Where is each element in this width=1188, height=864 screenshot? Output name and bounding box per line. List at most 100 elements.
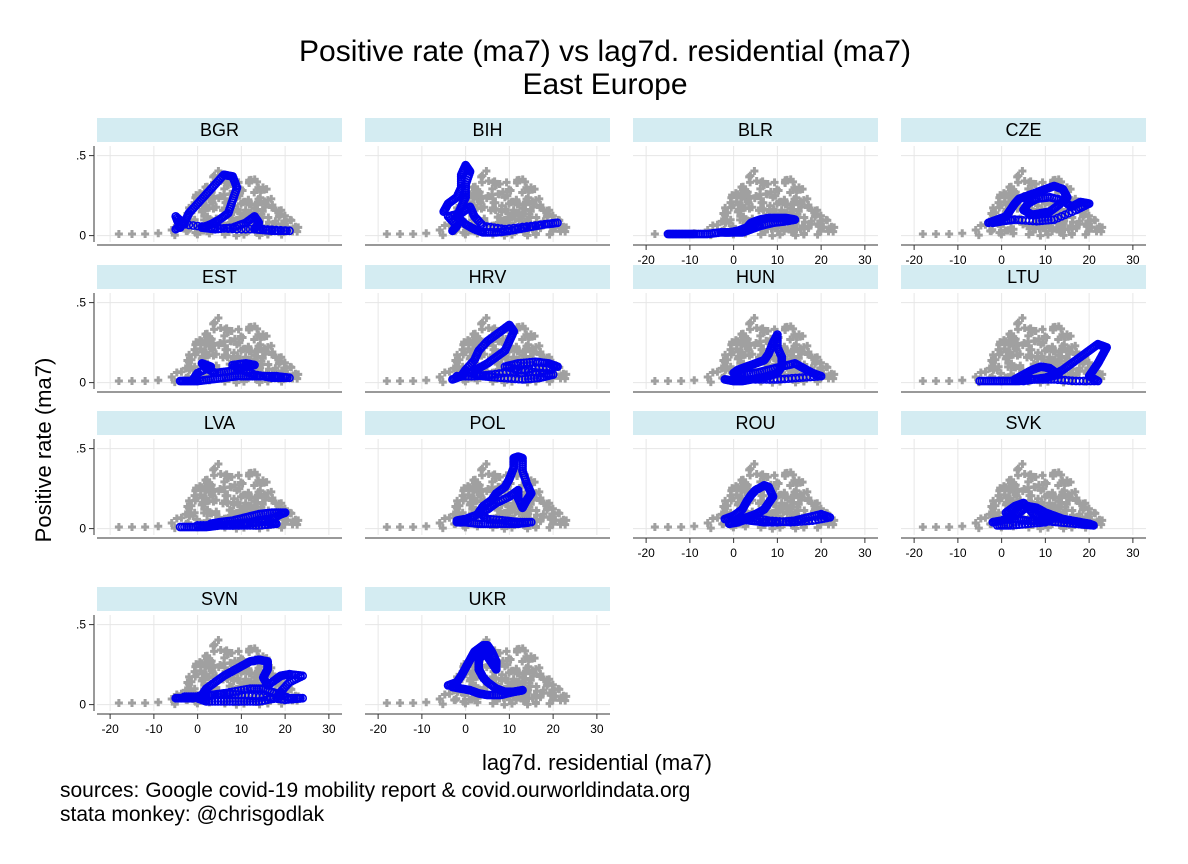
data-point: [254, 224, 264, 234]
panel-label: BLR: [738, 120, 773, 140]
x-tick-label: 30: [858, 546, 872, 560]
background-point: [1006, 223, 1015, 232]
background-point: [757, 198, 766, 207]
background-point: [1060, 225, 1069, 234]
background-point: [239, 211, 248, 220]
background-point: [502, 178, 511, 187]
background-point: [208, 198, 217, 207]
background-point: [128, 377, 136, 385]
x-tick-label: 20: [1082, 546, 1096, 560]
background-point: [811, 206, 820, 215]
data-point: [210, 223, 220, 233]
background-point: [548, 227, 557, 236]
background-point: [382, 230, 391, 238]
data-point: [250, 224, 259, 234]
background-point: [409, 377, 418, 385]
data-point: [988, 218, 998, 228]
background-point: [1093, 224, 1102, 233]
background-point: [792, 225, 801, 234]
panel-pol: POL: [365, 411, 610, 539]
x-tick-label: 0: [730, 253, 737, 267]
panel-label: SVK: [1005, 413, 1041, 433]
background-point: [191, 228, 200, 237]
background-point: [203, 212, 212, 221]
background-point: [435, 226, 444, 235]
data-point: [1046, 215, 1056, 225]
x-tick-label: 30: [1126, 546, 1140, 560]
data-point: [276, 225, 286, 235]
data-point: [271, 225, 281, 235]
background-point: [918, 230, 927, 238]
background-point: [252, 199, 261, 208]
data-point: [245, 224, 255, 234]
background-point: [677, 523, 686, 531]
background-point: [192, 191, 201, 200]
background-point: [114, 377, 123, 385]
background-point: [1038, 178, 1047, 187]
background-point: [128, 523, 136, 531]
panel-label: CZE: [1006, 120, 1042, 140]
highlight-points: [171, 170, 294, 236]
background-point: [958, 229, 967, 238]
background-point: [238, 333, 247, 342]
background-point: [804, 222, 813, 231]
panel-strip: [633, 118, 878, 142]
background-point: [932, 523, 940, 531]
background-point: [650, 523, 659, 531]
data-point: [215, 223, 224, 233]
data-point: [482, 222, 492, 231]
background-point: [1011, 188, 1020, 197]
background-point: [508, 197, 517, 206]
background-point: [774, 186, 783, 195]
background-point: [470, 193, 479, 202]
background-point: [280, 211, 289, 220]
background-point: [267, 194, 276, 203]
background-point: [548, 211, 557, 220]
data-point: [548, 218, 558, 228]
background-point: [141, 230, 150, 238]
data-point: [223, 224, 233, 234]
background-point: [522, 195, 531, 204]
background-point: [650, 230, 659, 238]
background-point: [505, 216, 514, 225]
background-point: [734, 200, 743, 209]
background-point: [507, 211, 516, 220]
x-tick-label: 20: [814, 253, 828, 267]
background-point: [264, 360, 273, 369]
x-tick-label: -20: [637, 546, 655, 560]
background-point: [759, 206, 768, 215]
y-tick-label: 0: [79, 229, 86, 243]
data-point: [531, 221, 541, 230]
background-point: [757, 178, 766, 187]
data-point: [236, 224, 246, 234]
background-point: [205, 350, 214, 359]
background-point: [816, 211, 825, 220]
x-tick-label: -10: [681, 546, 699, 560]
background-point: [746, 171, 755, 180]
background-point: [1067, 229, 1076, 238]
y-tick-label: .5: [76, 442, 86, 456]
background-point: [532, 506, 541, 515]
background-point: [770, 178, 779, 187]
background-point: [945, 377, 954, 385]
panel-ltu: LTU: [901, 265, 1146, 393]
background-point: [154, 229, 163, 238]
background-point: [518, 188, 527, 197]
background-point: [677, 377, 686, 385]
background-point: [241, 206, 250, 215]
x-tick-label: 30: [1126, 253, 1140, 267]
background-point: [777, 206, 786, 215]
background-point: [768, 231, 777, 240]
data-point: [553, 218, 562, 228]
data-point: [1040, 215, 1050, 225]
chart-subtitle: East Europe: [522, 68, 688, 101]
background-point: [114, 230, 123, 238]
background-point: [250, 335, 259, 344]
x-tick-label: 20: [814, 546, 828, 560]
background-point: [382, 523, 391, 531]
background-point: [500, 193, 509, 202]
background-point: [267, 203, 276, 212]
data-point: [513, 223, 523, 232]
background-point: [475, 188, 484, 197]
background-point: [1090, 215, 1099, 224]
